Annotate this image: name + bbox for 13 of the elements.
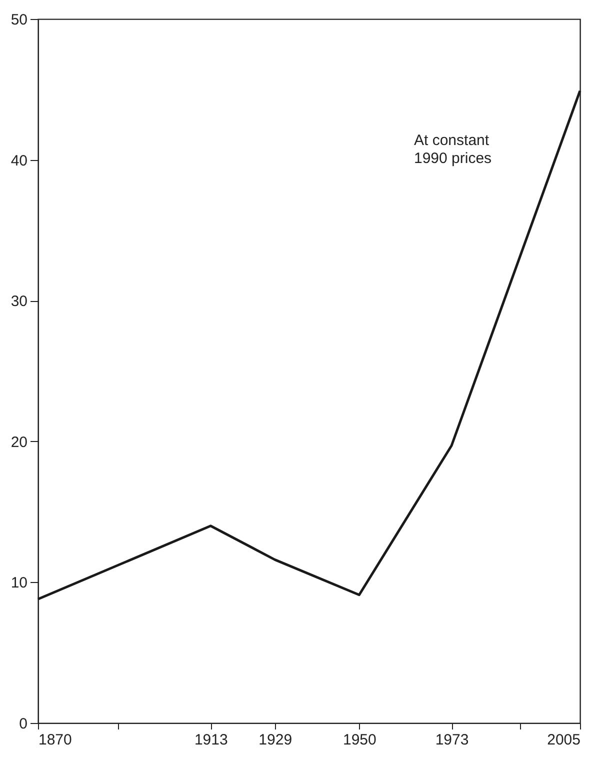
x-tick-label: 1913	[194, 732, 228, 748]
y-tick-label: 0	[19, 716, 28, 732]
x-tick-label: 2005	[547, 732, 580, 748]
x-tick-label: 1973	[435, 732, 469, 748]
x-tick-label: 1870	[38, 732, 72, 748]
y-tick-label: 30	[10, 293, 28, 310]
y-tick-label: 20	[10, 434, 28, 451]
x-tick-label: 1929	[258, 732, 292, 748]
y-tick-label: 10	[10, 574, 28, 592]
x-tick-label: 1950	[343, 732, 376, 748]
y-tick-label: 50	[10, 12, 28, 28]
y-tick-label: 40	[10, 152, 28, 170]
annotation: At constant 1990 prices	[414, 132, 492, 167]
